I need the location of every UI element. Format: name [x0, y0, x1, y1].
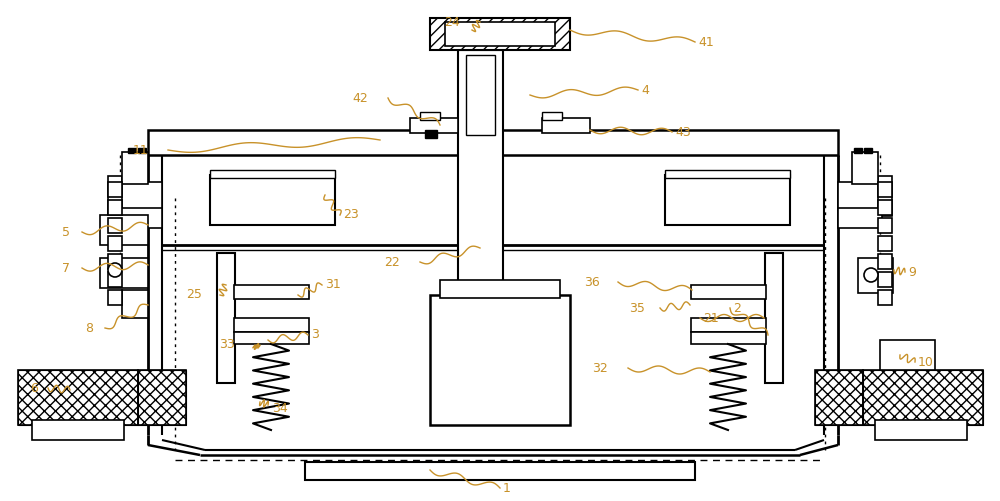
Bar — [765, 253, 783, 383]
Bar — [108, 272, 122, 287]
Bar — [878, 290, 892, 305]
Bar — [466, 55, 495, 135]
Bar — [108, 290, 122, 305]
Text: 25: 25 — [186, 289, 202, 302]
Circle shape — [108, 263, 122, 277]
Bar — [875, 420, 967, 440]
Text: 23: 23 — [343, 208, 359, 221]
Bar — [542, 112, 562, 120]
Bar — [852, 152, 878, 184]
Bar — [691, 285, 766, 299]
Bar — [858, 258, 893, 293]
Bar — [430, 18, 570, 50]
Bar — [863, 370, 983, 425]
Bar — [305, 462, 695, 480]
Text: 1: 1 — [503, 481, 511, 494]
Bar — [128, 148, 136, 153]
Bar — [234, 285, 309, 299]
Text: 33: 33 — [219, 339, 235, 352]
Bar — [440, 280, 560, 298]
Bar — [854, 148, 862, 153]
Bar — [217, 253, 235, 383]
Text: 22: 22 — [384, 256, 400, 269]
Bar — [234, 318, 309, 332]
Bar — [210, 170, 335, 178]
Bar — [32, 420, 124, 440]
Bar — [691, 332, 766, 344]
Bar — [838, 208, 882, 228]
Text: 10: 10 — [918, 356, 934, 369]
Bar — [138, 370, 186, 425]
Bar — [100, 258, 148, 288]
Bar — [108, 236, 122, 251]
Text: 3: 3 — [311, 329, 319, 342]
Bar — [118, 182, 162, 210]
Bar — [118, 208, 162, 228]
Bar — [420, 112, 440, 120]
Bar — [665, 170, 790, 178]
Text: 35: 35 — [629, 302, 645, 315]
Bar — [122, 152, 148, 184]
Bar — [138, 370, 186, 425]
Bar — [878, 176, 892, 216]
Text: 31: 31 — [325, 279, 341, 292]
Bar — [108, 254, 122, 269]
Bar — [815, 370, 863, 425]
Bar — [665, 175, 790, 225]
Text: 7: 7 — [62, 262, 70, 275]
Bar — [542, 118, 590, 133]
Bar — [878, 200, 892, 215]
Bar — [108, 218, 122, 233]
Text: 8: 8 — [85, 322, 93, 335]
Bar — [838, 182, 882, 210]
Bar — [122, 290, 148, 318]
Bar — [880, 340, 935, 375]
Bar — [864, 148, 872, 153]
Text: 4: 4 — [641, 84, 649, 97]
Text: 43: 43 — [675, 125, 691, 138]
Circle shape — [864, 268, 878, 282]
Bar — [18, 370, 138, 425]
Bar — [878, 218, 892, 233]
Bar — [425, 130, 437, 138]
Bar — [410, 118, 458, 133]
Text: 42: 42 — [352, 92, 368, 105]
Text: 34: 34 — [272, 401, 288, 414]
Bar — [108, 200, 122, 215]
Bar — [445, 22, 555, 46]
Text: 9: 9 — [908, 266, 916, 279]
Text: 11: 11 — [132, 143, 148, 156]
Bar — [815, 370, 863, 425]
Bar — [210, 175, 335, 225]
Text: 24: 24 — [444, 16, 460, 29]
Text: 36: 36 — [584, 276, 600, 289]
Bar — [18, 370, 138, 425]
Bar — [691, 318, 766, 332]
Bar — [878, 182, 892, 197]
Bar — [878, 236, 892, 251]
Text: 41: 41 — [698, 36, 714, 49]
Text: 6: 6 — [30, 381, 38, 394]
Bar — [878, 272, 892, 287]
Bar — [458, 50, 503, 350]
Bar — [863, 370, 983, 425]
Bar — [108, 182, 122, 197]
Bar — [234, 332, 309, 344]
Bar — [148, 130, 838, 155]
Bar — [108, 176, 122, 216]
Bar — [878, 254, 892, 269]
Bar — [100, 215, 148, 245]
Text: 2: 2 — [733, 302, 741, 315]
Text: 21: 21 — [703, 312, 719, 325]
Text: 5: 5 — [62, 225, 70, 238]
Bar — [138, 148, 146, 153]
Bar — [430, 295, 570, 425]
Text: 32: 32 — [592, 362, 608, 375]
